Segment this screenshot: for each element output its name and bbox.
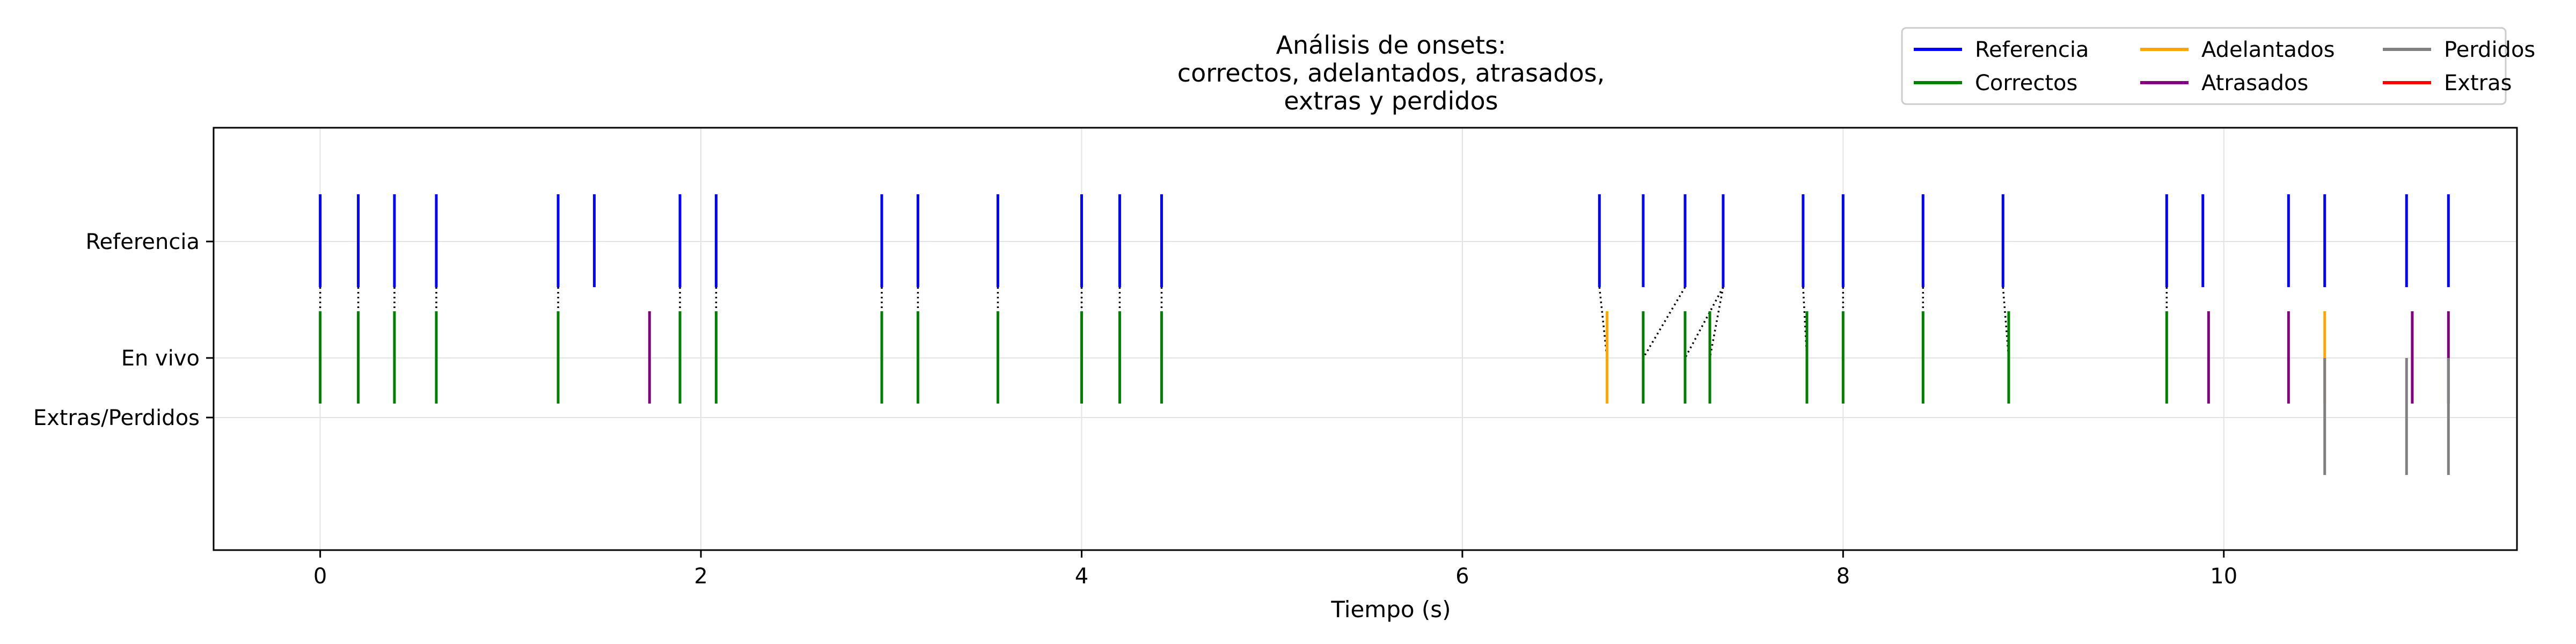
match-links — [319, 287, 2168, 358]
legend-label: Extras — [2444, 71, 2512, 96]
x-tick-label: 2 — [694, 564, 707, 589]
chart-title-line-1: Análisis de onsets: — [1276, 31, 1506, 60]
x-tick-label: 4 — [1075, 564, 1088, 589]
legend-label: Adelantados — [2201, 38, 2335, 62]
chart-title: Análisis de onsets: correctos, adelantad… — [1177, 31, 1605, 115]
y-tick-label: Extras/Perdidos — [33, 406, 200, 430]
plot-area-frame — [213, 127, 2518, 551]
y-tick-label: En vivo — [121, 346, 200, 371]
chart-title-line-2: correctos, adelantados, atrasados, — [1177, 58, 1605, 87]
reference-onsets — [319, 194, 2450, 287]
legend-label: Referencia — [1975, 38, 2089, 62]
y-axis: Referencia En vivo Extras/Perdidos — [33, 230, 214, 430]
x-tick-label: 10 — [2210, 564, 2237, 589]
x-tick-label: 6 — [1455, 564, 1469, 589]
y-tick-label: Referencia — [86, 230, 200, 254]
x-axis-label: Tiempo (s) — [1330, 596, 1451, 623]
match-link — [1709, 287, 1724, 358]
x-tick-label: 0 — [313, 564, 327, 589]
missed-onsets — [2323, 358, 2450, 475]
legend: Referencia Correctos Adelantados Atrasados P… — [1901, 27, 2535, 105]
legend-frame — [1901, 27, 2507, 105]
legend-label: Correctos — [1975, 71, 2077, 96]
match-link — [1684, 287, 1724, 358]
match-link — [1642, 287, 1686, 358]
x-tick-label: 8 — [1836, 564, 1850, 589]
legend-label: Perdidos — [2444, 38, 2535, 62]
legend-label: Atrasados — [2201, 71, 2308, 96]
chart-title-line-3: extras y perdidos — [1284, 86, 1498, 115]
x-axis: 0 2 4 6 8 10 — [313, 550, 2237, 589]
